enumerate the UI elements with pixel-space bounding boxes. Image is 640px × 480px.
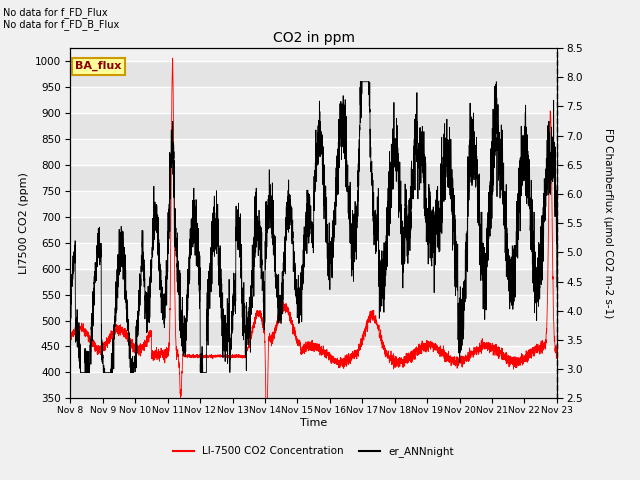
Bar <box>70 216 557 243</box>
Bar <box>70 61 557 87</box>
Text: No data for f_FD_Flux: No data for f_FD_Flux <box>3 7 108 18</box>
Text: BA_flux: BA_flux <box>76 61 122 72</box>
Bar <box>70 113 557 139</box>
Bar <box>70 165 557 191</box>
Title: CO2 in ppm: CO2 in ppm <box>273 32 355 46</box>
Y-axis label: LI7500 CO2 (ppm): LI7500 CO2 (ppm) <box>19 172 29 274</box>
Bar <box>70 321 557 347</box>
Y-axis label: FD Chamberflux (μmol CO2 m-2 s-1): FD Chamberflux (μmol CO2 m-2 s-1) <box>603 128 612 318</box>
X-axis label: Time: Time <box>300 418 327 428</box>
Bar <box>70 372 557 398</box>
Text: No data for f_FD_B_Flux: No data for f_FD_B_Flux <box>3 19 120 30</box>
Bar <box>70 269 557 295</box>
Legend: LI-7500 CO2 Concentration, er_ANNnight: LI-7500 CO2 Concentration, er_ANNnight <box>169 442 458 461</box>
